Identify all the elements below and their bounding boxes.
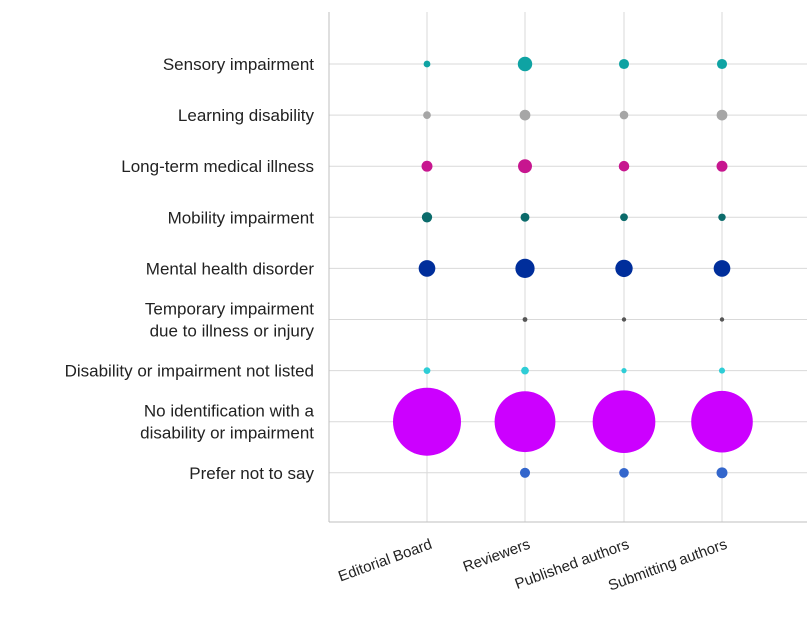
bubbles (393, 56, 753, 479)
bubble-no-identification-with-a-disability-or-impairment-published-authors (592, 390, 656, 454)
bubble-mental-health-disorder-submitting-authors (713, 260, 731, 277)
bubble-prefer-not-to-say-submitting-authors (716, 467, 728, 479)
bubble-mental-health-disorder-published-authors (615, 259, 633, 278)
y-label-mobility-impairment: Mobility impairment (168, 208, 315, 227)
bubble-mobility-impairment-reviewers (520, 212, 530, 222)
y-label-sensory-impairment: Sensory impairment (163, 55, 314, 74)
bubble-mobility-impairment-submitting-authors (718, 213, 726, 222)
bubble-mobility-impairment-published-authors (620, 213, 628, 222)
bubble-long-term-medical-illness-submitting-authors (716, 160, 728, 172)
x-label-editorial-board: Editorial Board (336, 536, 434, 586)
x-label-reviewers: Reviewers (461, 536, 533, 576)
bubble-temporary-impairment-due-to-illness-or-injury-submitting-authors (719, 317, 725, 322)
bubble-sensory-impairment-submitting-authors (716, 58, 728, 70)
bubble-no-identification-with-a-disability-or-impairment-submitting-authors (691, 390, 753, 453)
bubble-prefer-not-to-say-published-authors (619, 467, 629, 478)
y-axis-labels: Sensory impairment Learning disability Lon… (65, 55, 315, 483)
y-label-mental-health-disorder: Mental health disorder (146, 259, 315, 278)
bubble-long-term-medical-illness-published-authors (618, 160, 630, 172)
y-label-disability-or-impairment-not-listed: Disability or impairment not listed (65, 362, 314, 381)
bubble-long-term-medical-illness-reviewers (518, 159, 532, 174)
bubble-no-identification-with-a-disability-or-impairment-reviewers (494, 391, 556, 453)
y-label-prefer-not-to-say: Prefer not to say (189, 464, 314, 483)
bubble-mobility-impairment-editorial-board (421, 212, 433, 223)
bubble-sensory-impairment-editorial-board (423, 60, 431, 68)
y-label-no-identification-with-a-disability-or-impairment: No identification with a disability or im… (140, 402, 314, 443)
bubble-sensory-impairment-reviewers (517, 56, 533, 72)
bubble-mental-health-disorder-editorial-board (418, 260, 436, 277)
bubble-prefer-not-to-say-reviewers (519, 467, 531, 478)
bubble-temporary-impairment-due-to-illness-or-injury-published-authors (621, 317, 627, 322)
bubble-mental-health-disorder-reviewers (515, 258, 535, 279)
y-label-long-term-medical-illness: Long-term medical illness (121, 157, 314, 176)
bubble-temporary-impairment-due-to-illness-or-injury-reviewers (522, 317, 528, 322)
y-label-learning-disability: Learning disability (178, 106, 315, 125)
bubble-no-identification-with-a-disability-or-impairment-editorial-board (393, 387, 461, 456)
bubble-sensory-impairment-published-authors (618, 58, 630, 70)
bubble-learning-disability-editorial-board (423, 111, 431, 119)
y-label-temporary-impairment-due-to-illness-or-injury: Temporary impairment due to illness or in… (145, 300, 315, 341)
bubble-disability-or-impairment-not-listed-submitting-authors (718, 367, 726, 374)
bubble-disability-or-impairment-not-listed-published-authors (621, 367, 627, 374)
bubble-learning-disability-published-authors (619, 110, 629, 120)
bubble-learning-disability-submitting-authors (716, 109, 728, 121)
bubble-disability-or-impairment-not-listed-reviewers (521, 366, 529, 375)
bubble-long-term-medical-illness-editorial-board (421, 160, 433, 172)
bubble-disability-or-impairment-not-listed-editorial-board (423, 367, 431, 374)
bubble-learning-disability-reviewers (519, 109, 531, 121)
